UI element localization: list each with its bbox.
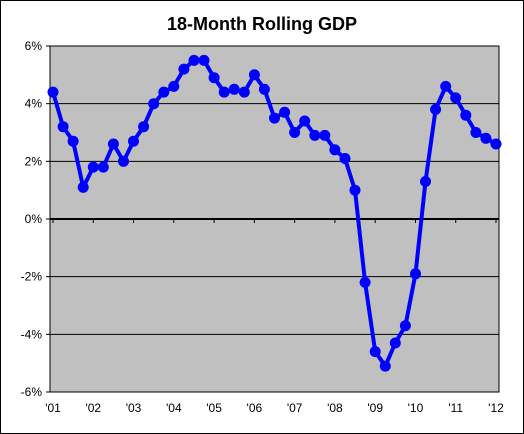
x-tick-label: '02 [85,401,101,415]
data-point [87,161,99,173]
data-point [420,176,431,187]
data-point [309,129,321,141]
data-point [118,155,129,167]
y-tick-label: 2% [25,154,43,168]
series-markers [47,54,502,372]
data-point [77,181,89,193]
data-point [269,112,280,124]
data-point [359,276,371,288]
data-point [369,346,381,358]
data-point [319,129,331,141]
x-axis [50,218,499,223]
data-point [410,268,421,280]
data-point [158,86,170,98]
data-point [57,121,69,133]
x-tick-label: '10 [408,401,424,415]
data-point [228,83,240,95]
data-point [138,121,150,133]
data-point [97,161,109,173]
data-point [339,153,351,164]
x-tick-label: '03 [126,401,142,415]
x-tick-label: '01 [45,401,61,415]
x-tick-label: '09 [367,401,383,415]
data-point [379,360,391,372]
data-point [67,135,79,147]
data-point [208,72,220,84]
data-point [47,86,59,98]
data-point [168,80,180,92]
data-point [470,127,482,138]
y-tick-label: -4% [21,327,43,341]
chart-title: 18-Month Rolling GDP [167,14,357,34]
x-tick-label: '12 [488,401,504,415]
data-point [178,63,190,75]
data-point [107,138,119,150]
data-point [289,127,301,138]
data-point [248,69,260,81]
data-point [399,320,411,332]
x-tick-label: '08 [327,401,343,415]
data-point [279,106,291,118]
y-tick-label: 4% [25,97,43,111]
data-point [430,103,442,115]
data-point [238,86,250,98]
data-point [450,92,462,104]
x-tick-label: '04 [166,401,182,415]
y-axis-tick-labels: 6% 4% 2% 0% -2% -4% -6% [21,39,43,399]
data-point [218,86,230,98]
data-point [490,138,502,150]
data-point [148,98,160,110]
x-tick-label: '05 [206,401,222,415]
data-point [128,135,139,147]
x-tick-label: '11 [448,401,463,415]
y-tick-label: 0% [25,212,43,226]
data-point [480,132,492,144]
data-point [389,337,401,349]
data-point [258,83,270,95]
data-point [460,109,472,121]
y-tick-label: 6% [25,39,43,53]
x-tick-label: '07 [287,401,303,415]
x-axis-tick-labels: '01 '02 '03 '04 '05 '06 '07 '08 '09 '10 '11 '12 [45,401,504,415]
data-point [299,115,311,127]
y-tick-label: -6% [21,385,43,399]
y-tick-label: -2% [21,270,43,284]
data-point [440,80,452,92]
data-point [198,54,210,66]
data-point [329,144,341,156]
data-point [349,184,361,196]
data-point [188,54,200,66]
x-tick-label: '06 [247,401,263,415]
